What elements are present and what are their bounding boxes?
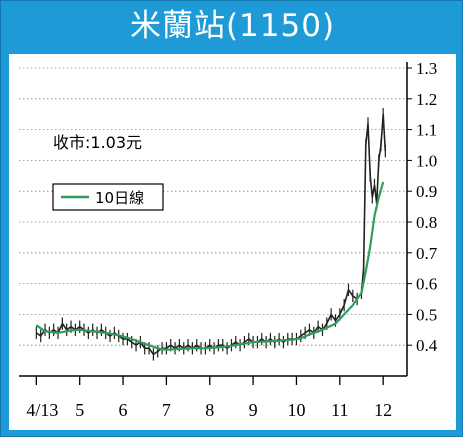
chart-panel: 0.4 0.5 0.6 0.7 0.8 0.9 1.0 1.1 1.2 1.3 4/13 5 6 7 8 9 1… (9, 54, 456, 430)
legend-label: 10日線 (95, 189, 144, 207)
y-tick-label: 1.3 (416, 59, 437, 78)
y-tick-label: 0.4 (416, 336, 438, 355)
x-tick-label: 10 (287, 400, 305, 420)
x-tick-label: 11 (331, 400, 348, 420)
y-tick-label: 0.7 (416, 244, 438, 263)
x-tick-label: 12 (374, 400, 392, 420)
y-tick-label: 1.0 (416, 151, 437, 170)
y-tick-label: 0.9 (416, 182, 437, 201)
close-annotation: 收市:1.03元 (53, 133, 142, 152)
stock-chart: 0.4 0.5 0.6 0.7 0.8 0.9 1.0 1.1 1.2 1.3 4/13 5 6 7 8 9 1… (19, 59, 438, 420)
y-tick-label: 1.2 (416, 90, 437, 109)
x-tick-label: 8 (205, 400, 214, 420)
y-tick-label: 0.5 (416, 305, 437, 324)
x-tick-label: 4/13 (26, 400, 58, 420)
x-tick-label: 7 (162, 400, 171, 420)
page-title: 米蘭站(1150) (129, 8, 336, 44)
y-tick-label: 0.6 (416, 275, 437, 294)
y-tick-label: 0.8 (416, 213, 437, 232)
ma10-line (35, 181, 385, 351)
x-tick-label: 6 (119, 400, 128, 420)
x-tick-label: 9 (249, 400, 258, 420)
y-tick-label: 1.1 (416, 121, 437, 140)
x-tick-label: 5 (75, 400, 84, 420)
